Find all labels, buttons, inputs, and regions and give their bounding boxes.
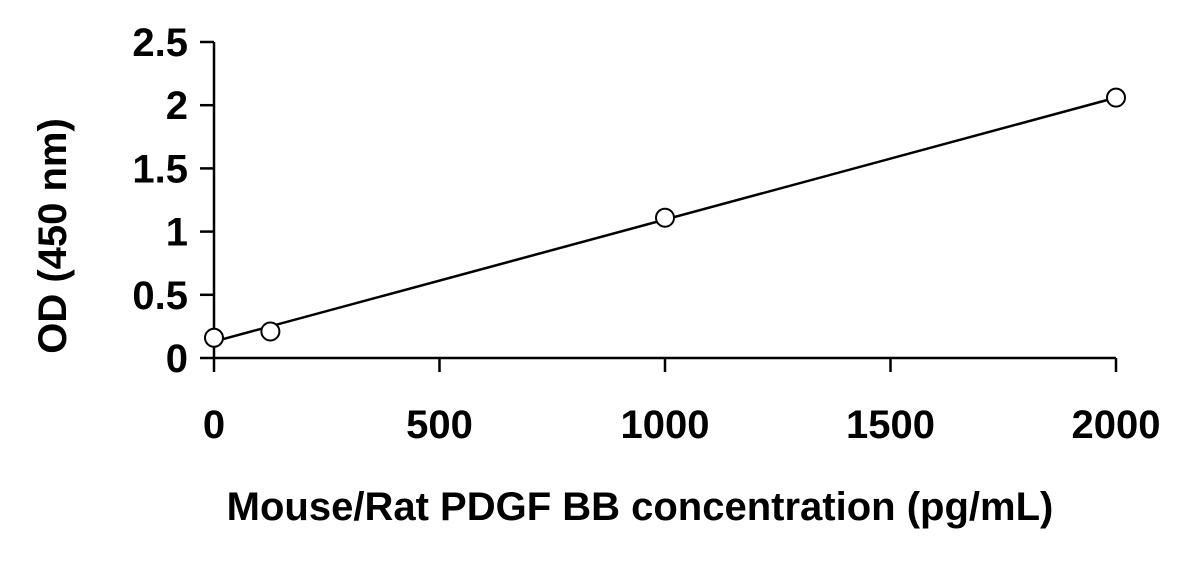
data-point (1106, 87, 1126, 108)
y-axis-title: OD (450 nm) (31, 118, 75, 354)
data-point (260, 321, 281, 342)
x-axis-title: Mouse/Rat PDGF BB concentration (pg/mL) (227, 485, 1054, 529)
y-tick-label: 1.5 (132, 147, 188, 191)
y-tick-label: 0 (166, 337, 188, 381)
data-point (655, 207, 675, 228)
axes (200, 40, 1118, 372)
y-tick-label: 2.5 (132, 21, 188, 65)
x-tick-label: 1500 (846, 403, 935, 447)
x-tick-label: 0 (203, 403, 225, 447)
data-point (204, 327, 224, 348)
x-tick-label: 2000 (1072, 403, 1161, 447)
y-tick-label: 0.5 (132, 274, 188, 318)
tick-labels: 0 0.5 1 1.5 2 2.5 0 500 1000 1500 2000 (132, 21, 1160, 447)
y-tick-label: 2 (166, 84, 188, 128)
y-tick-label: 1 (166, 211, 188, 255)
x-tick-label: 500 (406, 403, 473, 447)
x-tick-label: 1000 (621, 403, 710, 447)
data-points (204, 87, 1126, 348)
